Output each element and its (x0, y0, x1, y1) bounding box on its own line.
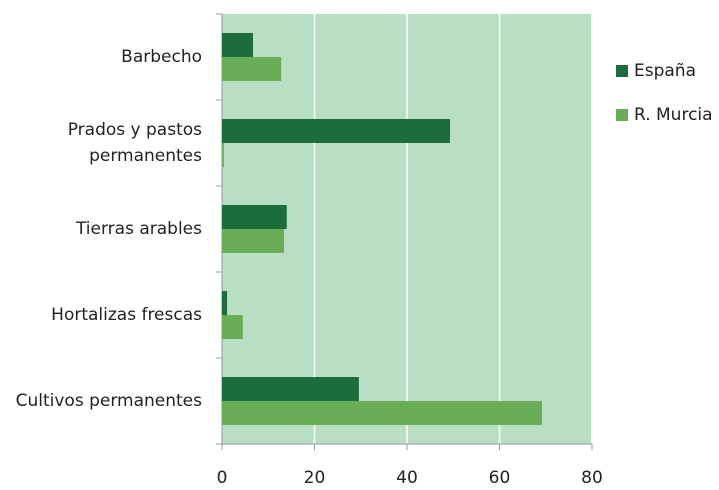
x-tick-label: 60 (489, 468, 511, 488)
x-tick-label: 0 (217, 468, 228, 488)
x-tick-label: 20 (304, 468, 326, 488)
y-tick-label: Hortalizas frescas (51, 305, 202, 325)
bar (222, 205, 287, 229)
bar (222, 315, 243, 339)
y-tick-label: Tierras arables (75, 219, 202, 239)
legend-label: R. Murcia (634, 105, 713, 125)
bar (222, 377, 359, 401)
legend-swatch (616, 109, 628, 121)
bar (222, 119, 451, 143)
bar (222, 291, 228, 315)
y-tick-label: Cultivos permanentes (15, 391, 202, 411)
x-tick-label: 40 (396, 468, 418, 488)
y-tick-label: Barbecho (121, 47, 202, 67)
y-tick-label: Prados y pastos permanentes (67, 120, 202, 166)
x-tick-label: 80 (581, 468, 603, 488)
bar (222, 143, 224, 167)
bar (222, 57, 282, 81)
bar (222, 401, 543, 425)
legend-swatch (616, 65, 628, 77)
bar (222, 229, 284, 253)
legend-label: España (634, 61, 696, 81)
bar (222, 33, 253, 57)
